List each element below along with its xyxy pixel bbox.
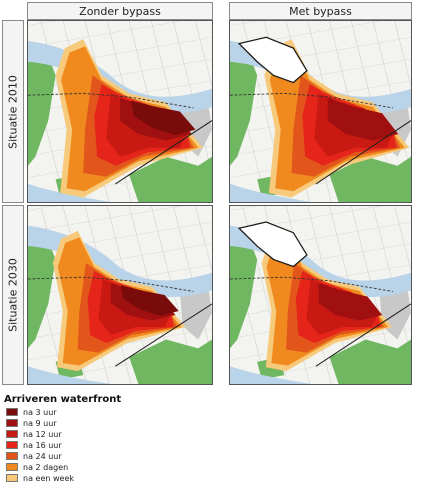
water-body (28, 366, 111, 384)
road-line (195, 206, 212, 272)
railway-line (28, 92, 194, 109)
flood-zones (52, 230, 186, 372)
water-body (28, 183, 111, 202)
legend-label: na een week (23, 473, 74, 483)
railway-line (230, 92, 393, 109)
water-body (230, 366, 312, 384)
forest-area (230, 232, 258, 349)
map-2010-met-bypass (229, 20, 412, 203)
legend-label: na 16 uur (23, 440, 62, 450)
map-2010-zonder-bypass (27, 20, 213, 203)
legend-item: na 9 uur (6, 418, 57, 428)
legend-swatch (6, 474, 18, 482)
legend-label: na 9 uur (23, 418, 57, 428)
urban-area (179, 281, 212, 340)
flood-zone (318, 282, 383, 321)
map-2030-met-bypass (229, 205, 412, 385)
forest-area (28, 232, 56, 349)
legend-label: na 12 uur (23, 429, 62, 439)
forest-area (329, 339, 411, 384)
road-line (394, 21, 411, 88)
column-header-met-bypass: Met bypass (229, 2, 412, 20)
legend-swatch (6, 430, 18, 438)
legend-swatch (6, 452, 18, 460)
bypass-outline (237, 36, 308, 84)
forest-area (129, 339, 212, 384)
forest-area (28, 48, 56, 166)
legend-swatch (6, 408, 18, 416)
road-line (28, 21, 182, 48)
legend-label: na 3 uur (23, 407, 57, 417)
flood-zone (131, 100, 196, 136)
flood-zones (264, 39, 410, 198)
forest-area (129, 156, 212, 202)
legend-swatch (6, 441, 18, 449)
legend-item: na 2 dagen (6, 462, 68, 472)
map-2030-zonder-bypass (27, 205, 213, 385)
railway-line (230, 276, 393, 292)
dike-line (315, 120, 411, 185)
column-header-zonder-bypass: Zonder bypass (27, 2, 213, 20)
legend-label: na 2 dagen (23, 462, 69, 472)
road-line (195, 21, 212, 88)
dike-line (315, 303, 411, 367)
road-line (230, 58, 411, 91)
legend-item: na 3 uur (6, 407, 57, 417)
road-line (230, 243, 411, 275)
road-line (28, 206, 182, 233)
legend-item: na 16 uur (6, 440, 62, 450)
legend-title: Arriveren waterfront (4, 394, 122, 405)
railway-line (28, 276, 194, 292)
legend-label: na 24 uur (23, 451, 62, 461)
road-line (394, 206, 411, 272)
bypass-outline (237, 221, 308, 268)
legend-item: na 12 uur (6, 429, 62, 439)
flood-zone (327, 97, 399, 141)
dike-line (115, 120, 212, 185)
water-body (230, 183, 312, 202)
dike-line (115, 303, 212, 367)
forest-area (329, 156, 411, 202)
row-header-situatie-2010: Situatie 2010 (2, 20, 24, 203)
forest-area (230, 48, 258, 166)
legend-swatch (6, 463, 18, 471)
legend-item: na 24 uur (6, 451, 62, 461)
row-header-situatie-2030: Situatie 2030 (2, 205, 24, 385)
legend-item: na een week (6, 473, 74, 483)
flood-zone (120, 285, 179, 316)
legend-swatch (6, 419, 18, 427)
